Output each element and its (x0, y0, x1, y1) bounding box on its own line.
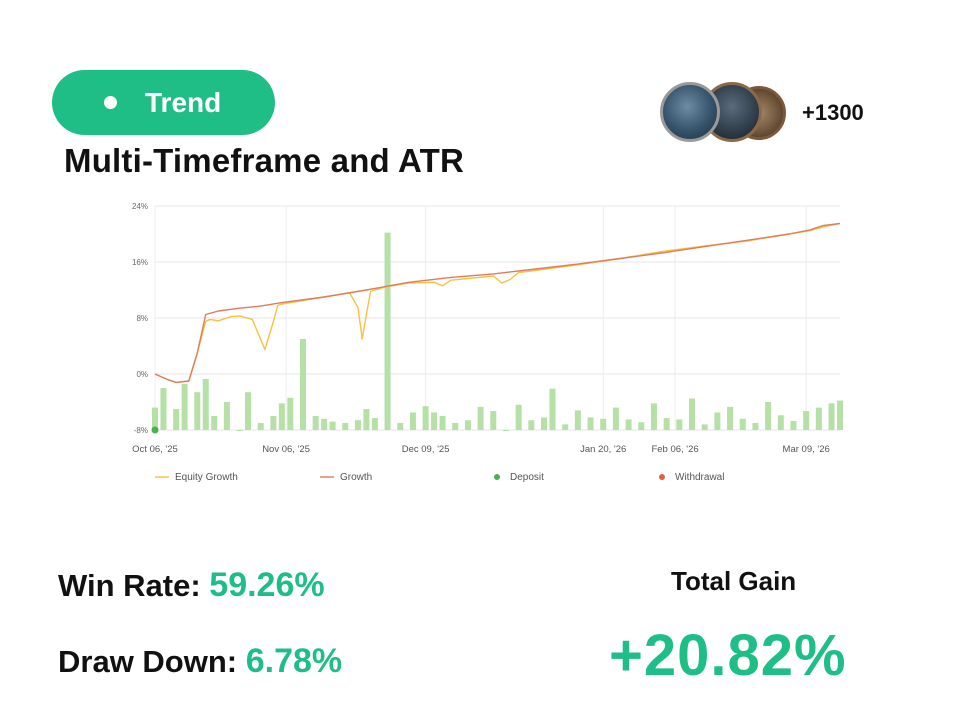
follower-avatars[interactable] (660, 82, 786, 146)
deposit-bar (152, 407, 158, 430)
deposit-bar (837, 400, 843, 430)
deposit-bar (803, 411, 810, 430)
deposit-bar (638, 422, 645, 430)
deposit-bar (689, 398, 696, 430)
deposit-bar (502, 430, 509, 431)
legend-growth-label: Growth (340, 472, 372, 483)
deposit-bar (676, 419, 683, 430)
deposit-bar (321, 418, 328, 430)
deposit-point (151, 426, 159, 434)
deposit-bar (312, 416, 319, 430)
deposit-bar (270, 416, 277, 430)
deposit-bar (777, 415, 784, 430)
x-tick-label: Oct 06, '25 (132, 444, 178, 455)
deposit-bar (329, 421, 336, 430)
x-tick-label: Mar 09, '26 (783, 444, 830, 455)
deposit-bar (739, 418, 746, 430)
deposit-bar (549, 388, 556, 430)
deposit-bar (384, 232, 391, 430)
y-tick-label: -8% (134, 426, 148, 435)
deposit-bar (515, 404, 522, 430)
deposit-bar (490, 411, 497, 430)
deposit-bar (600, 418, 607, 430)
strategy-title: Multi-Timeframe and ATR (64, 142, 465, 179)
drawdown-stat: Draw Down: 6.78% (58, 642, 343, 680)
deposit-bar (714, 412, 721, 430)
deposit-bar (363, 409, 370, 430)
legend-equity-growth-label: Equity Growth (175, 472, 238, 483)
category-badge[interactable]: Trend (52, 70, 275, 135)
legend-deposit-label: Deposit (510, 472, 544, 483)
win-rate-stat: Win Rate: 59.26% (58, 566, 325, 604)
total-gain-label: Total Gain (671, 566, 797, 596)
deposit-bar (257, 423, 264, 430)
deposit-bar (173, 409, 180, 430)
deposit-bar (727, 406, 734, 430)
win-rate-value: 59.26% (209, 566, 325, 604)
growth-chart: 24% 16% 8% 0% -8% Oct 06, '25 Nov 06, '25 Dec 0… (132, 202, 843, 483)
deposit-bar (452, 423, 459, 430)
y-tick-label: 8% (136, 314, 148, 323)
drawdown-label: Draw Down (58, 644, 227, 679)
deposit-bar (587, 417, 594, 430)
equity-growth-line (154, 222, 841, 384)
deposit-bar (160, 388, 167, 430)
y-tick-label: 24% (132, 202, 148, 211)
x-tick-label: Dec 09, '25 (402, 444, 450, 455)
y-tick-label: 16% (132, 258, 148, 267)
deposit-bar (223, 402, 230, 430)
deposit-bar (397, 423, 404, 430)
avatar (660, 82, 720, 142)
legend-withdrawal-label: Withdrawal (675, 472, 724, 483)
win-rate-label: Win Rate (58, 568, 191, 603)
deposit-bar (431, 412, 438, 430)
deposit-bar (541, 417, 548, 430)
deposit-bar (562, 424, 569, 430)
deposit-bar (464, 420, 471, 430)
deposit-bar (765, 402, 772, 430)
deposit-bar (287, 397, 294, 430)
deposit-bar (828, 403, 835, 430)
y-tick-label: 0% (136, 370, 148, 379)
drawdown-value: 6.78% (245, 642, 343, 680)
deposit-bar (299, 339, 306, 430)
deposit-bar (194, 392, 201, 430)
deposit-bar (202, 378, 209, 430)
deposit-bar (409, 412, 416, 430)
badge-dot-icon (104, 96, 117, 109)
deposit-bar (528, 420, 535, 430)
deposit-bar (790, 420, 797, 430)
deposit-bar (236, 430, 243, 431)
deposit-bar (815, 407, 822, 430)
badge-label: Trend (145, 86, 222, 118)
deposit-bar (211, 416, 218, 430)
deposit-bar (477, 406, 484, 430)
deposit-bar (422, 406, 429, 430)
total-gain-value: +20.82% (609, 623, 847, 688)
deposit-bar (342, 423, 349, 430)
deposit-bar (245, 392, 252, 430)
deposit-bar (612, 407, 619, 430)
x-tick-label: Nov 06, '25 (262, 444, 310, 455)
x-tick-label: Feb 06, '26 (651, 444, 698, 455)
legend-deposit-swatch (494, 474, 500, 480)
deposit-bar (439, 416, 446, 430)
deposit-bar (701, 424, 708, 430)
deposit-bar (752, 423, 759, 430)
follower-count: +1300 (802, 100, 864, 125)
deposit-bar (371, 418, 378, 430)
deposit-bar (354, 420, 361, 430)
x-tick-label: Jan 20, '26 (580, 444, 626, 455)
deposit-bar (278, 403, 285, 430)
deposit-bar (650, 403, 657, 430)
growth-line (154, 222, 841, 384)
deposit-bar (574, 410, 581, 430)
deposit-bar (181, 383, 188, 430)
deposit-bar (625, 419, 632, 430)
deposit-bar (663, 418, 670, 430)
legend-withdrawal-swatch (659, 474, 665, 480)
